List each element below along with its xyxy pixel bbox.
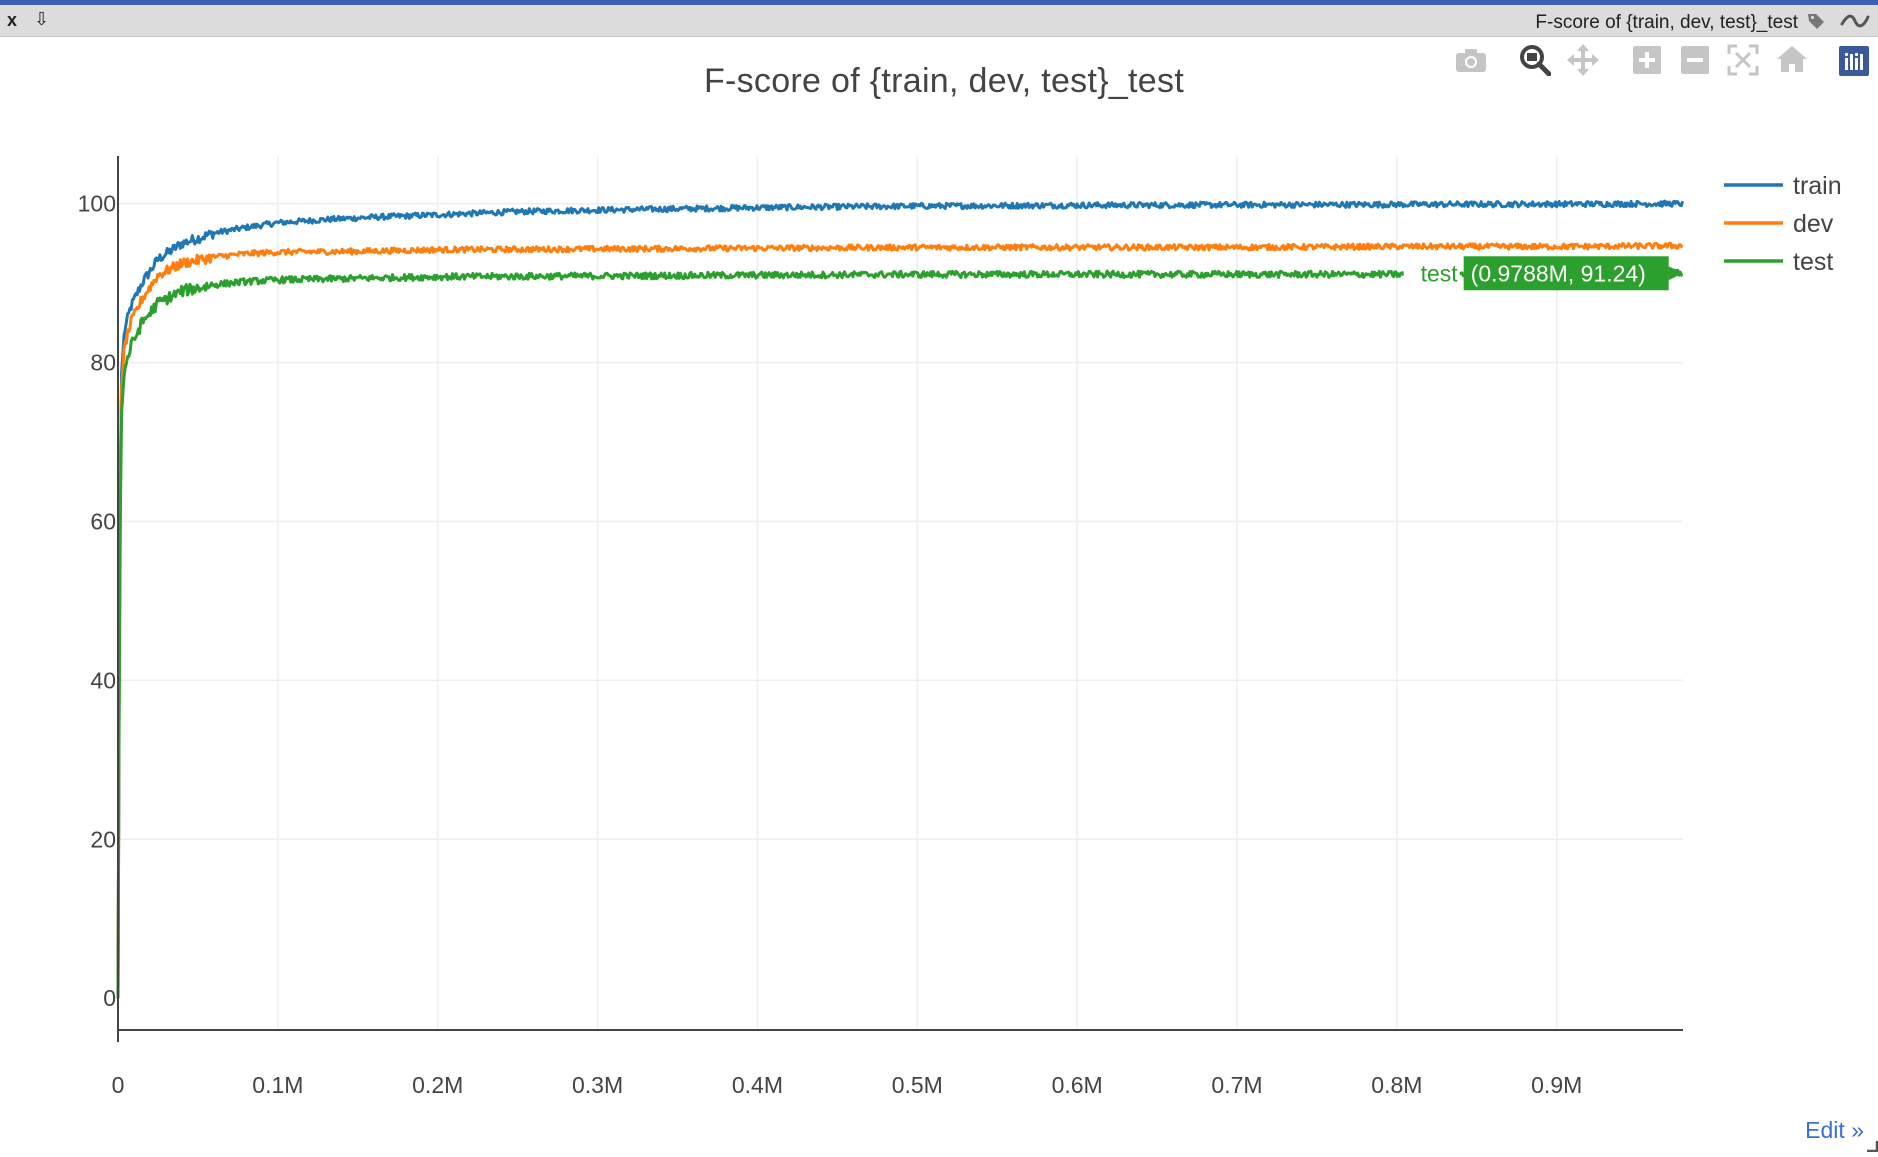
x-axis-ticks: 0 0.1M 0.2M 0.3M 0.4M 0.5M 0.6M 0.7M 0.8M 0.9M xyxy=(112,1072,1583,1098)
legend[interactable]: train dev test xyxy=(1724,172,1842,276)
x-tick-label: 0.6M xyxy=(1052,1072,1103,1098)
resize-handle[interactable] xyxy=(1864,1138,1878,1153)
y-tick-label: 100 xyxy=(78,191,116,217)
zoom-icon[interactable] xyxy=(1519,44,1552,81)
legend-label-dev[interactable]: dev xyxy=(1793,210,1834,238)
series-line-dev xyxy=(116,241,1684,999)
window-titlebar: x ⇩ F-score of {train, dev, test}_test xyxy=(0,5,1878,37)
series-line-train xyxy=(116,199,1685,999)
hover-tooltip: (0.9788M, 91.24) test xyxy=(1403,256,1683,291)
reset-axes-icon[interactable] xyxy=(1776,45,1808,78)
window-title: F-score of {train, dev, test}_test xyxy=(1535,12,1798,33)
x-tick-label: 0.7M xyxy=(1211,1072,1262,1098)
plotly-logo-icon[interactable] xyxy=(1839,46,1869,81)
x-tick-label: 0.3M xyxy=(572,1072,623,1098)
y-tick-label: 40 xyxy=(90,667,116,693)
pan-icon[interactable] xyxy=(1567,44,1599,81)
series-line-test xyxy=(116,268,1684,999)
x-tick-label: 0.9M xyxy=(1531,1072,1582,1098)
edit-link[interactable]: Edit » xyxy=(1805,1117,1864,1143)
x-tick-label: 0.2M xyxy=(412,1072,463,1098)
x-tick-label: 0.1M xyxy=(252,1072,303,1098)
x-tick-label: 0.5M xyxy=(892,1072,943,1098)
x-tick-label: 0.8M xyxy=(1371,1072,1422,1098)
window-accent-bar xyxy=(0,0,1878,5)
legend-label-train[interactable]: train xyxy=(1793,172,1842,200)
tooltip-box xyxy=(1463,256,1669,291)
y-tick-label: 60 xyxy=(90,508,116,534)
download-button[interactable]: ⇩ xyxy=(34,9,50,29)
zoom-in-icon[interactable] xyxy=(1633,46,1661,79)
y-tick-label: 0 xyxy=(103,985,116,1011)
tooltip-name-bg xyxy=(1403,258,1460,289)
close-window-button[interactable]: x xyxy=(7,10,18,30)
chart-title: F-score of {train, dev, test}_test xyxy=(703,62,1185,100)
tooltip-value: (0.9788M, 91.24) xyxy=(1471,260,1646,286)
tooltip-pointer xyxy=(1668,266,1683,281)
y-axis-ticks: 0 20 40 60 80 100 xyxy=(78,191,116,1012)
tooltip-series-name: test xyxy=(1421,260,1459,286)
series-lines xyxy=(116,199,1685,999)
smoothing-icon[interactable] xyxy=(1840,11,1870,36)
y-tick-label: 20 xyxy=(90,826,116,852)
legend-label-test[interactable]: test xyxy=(1793,248,1833,276)
tag-icon[interactable] xyxy=(1806,11,1826,36)
x-tick-label: 0.4M xyxy=(732,1072,783,1098)
zoom-out-icon[interactable] xyxy=(1681,46,1709,79)
axes xyxy=(117,156,1683,1042)
y-tick-label: 80 xyxy=(90,350,116,376)
x-tick-label: 0 xyxy=(112,1072,125,1098)
autoscale-icon[interactable] xyxy=(1727,44,1759,81)
camera-icon[interactable] xyxy=(1455,47,1487,78)
